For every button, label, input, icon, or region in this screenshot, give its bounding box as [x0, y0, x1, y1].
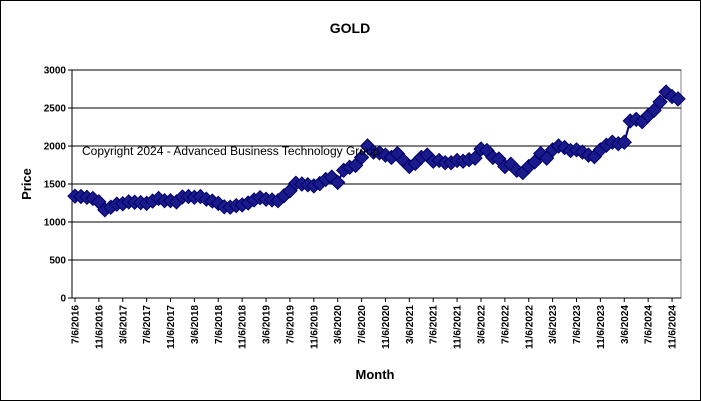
y-axis-title: Price: [19, 168, 34, 200]
x-tick-label: 11/6/2019: [309, 305, 320, 349]
chart-title: GOLD: [330, 20, 370, 36]
x-tick-label: 3/6/2018: [190, 305, 201, 344]
data-point-marker: [329, 174, 346, 191]
data-point-marker: [467, 150, 483, 166]
x-tick-label: 3/6/2023: [548, 305, 559, 344]
x-tick-label: 11/6/2021: [453, 305, 464, 349]
data-point-marker: [658, 84, 674, 100]
y-tick-label: 2000: [44, 142, 67, 153]
x-tick-label: 11/6/2023: [596, 305, 607, 349]
data-point-marker: [670, 91, 686, 107]
data-point-marker: [353, 149, 370, 166]
x-tick-label: 11/6/2022: [524, 305, 535, 349]
x-tick-label: 3/6/2017: [118, 305, 129, 344]
x-tick-label: 11/6/2024: [668, 305, 679, 349]
data-point-marker: [616, 134, 632, 150]
x-tick-label: 3/6/2020: [333, 305, 344, 344]
x-tick-label: 11/6/2016: [94, 305, 105, 349]
y-tick-label: 1000: [44, 218, 67, 229]
plot-area: 0 500 1000 1500 2000 2500 3000 7/6/2016 11/6/201…: [44, 66, 686, 349]
x-tick-label: 7/6/2024: [644, 305, 655, 344]
x-tick-label: 7/6/2018: [214, 305, 225, 344]
y-tick-label: 500: [49, 256, 66, 267]
y-tick-label: 3000: [44, 66, 67, 77]
x-tick-label: 7/6/2020: [357, 305, 368, 344]
x-tick-label: 7/6/2021: [429, 305, 440, 344]
x-tick-label: 11/6/2020: [381, 305, 392, 349]
copyright-watermark: Copyright 2024 - Advanced Business Techn…: [82, 144, 380, 158]
x-tick-label: 3/6/2022: [476, 305, 487, 344]
x-tick-label: 7/6/2022: [500, 305, 511, 344]
x-tick-label: 7/6/2023: [572, 305, 583, 344]
y-tick-label: 1500: [44, 180, 67, 191]
x-tick-label: 3/6/2019: [262, 305, 273, 344]
x-tick-label: 7/6/2017: [142, 305, 153, 344]
x-tick-label: 7/6/2016: [70, 305, 81, 344]
y-tick-label: 0: [60, 294, 66, 305]
x-tick-label: 3/6/2021: [405, 305, 416, 344]
x-axis-title: Month: [356, 367, 395, 382]
x-tick-label: 11/6/2017: [166, 305, 177, 349]
y-tick-label: 2500: [44, 104, 67, 115]
x-tick-label: 7/6/2019: [285, 305, 296, 344]
x-tick-label: 3/6/2024: [620, 305, 631, 344]
data-point-marker: [652, 94, 668, 110]
x-tick-label: 11/6/2018: [238, 305, 249, 349]
